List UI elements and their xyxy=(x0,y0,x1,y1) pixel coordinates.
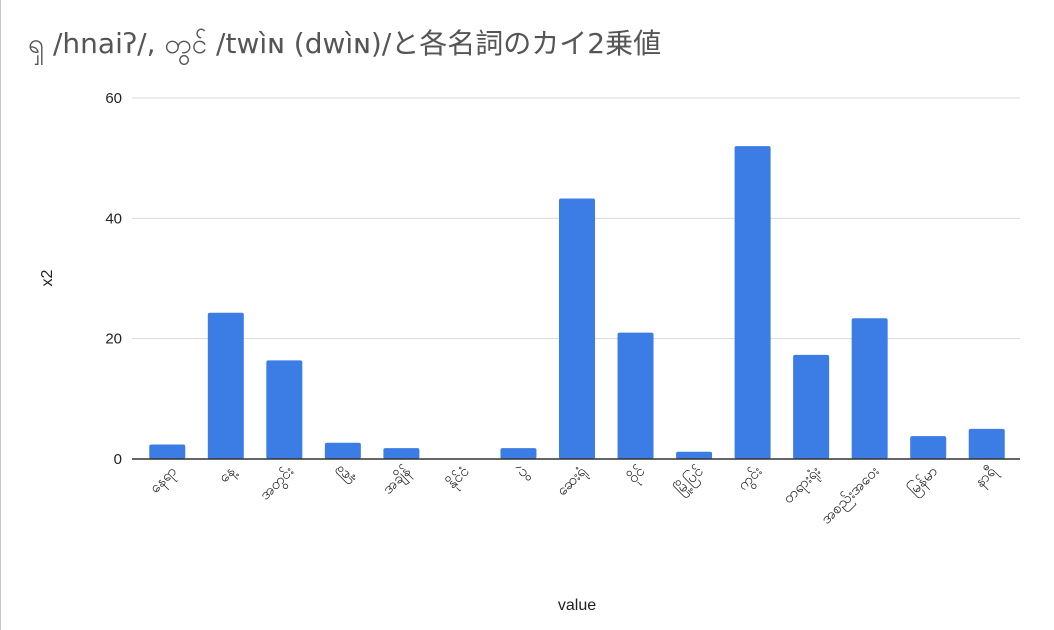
x-tick-label: နေ့ xyxy=(215,461,242,488)
x-tick-label: နိုင်ငံ xyxy=(443,462,475,494)
left-frame-line xyxy=(0,0,1,630)
x-tick-label: မြို့ xyxy=(333,461,358,486)
x-tick-label: နာရီ xyxy=(971,461,1003,493)
bar xyxy=(968,428,1005,459)
y-tick-label: 40 xyxy=(105,210,122,227)
x-axis-title: value xyxy=(558,597,596,614)
bar xyxy=(910,436,947,459)
x-tick-label: အတွင်း xyxy=(256,462,300,506)
bar xyxy=(734,146,771,459)
bar xyxy=(851,318,888,459)
x-tick-label: မြန်မာ xyxy=(904,461,943,500)
x-tick-labels: နေရာ နေ့ အတွင်း မြို့ အချိန် နိုင်ငံ ပွဲ ဆေးရုံ… xyxy=(146,461,1003,530)
x-tick-label: နေရာ xyxy=(146,462,183,499)
y-axis-title: x2 xyxy=(39,269,56,286)
bar xyxy=(617,332,654,459)
y-tick-label: 0 xyxy=(114,451,122,468)
x-tick-label: ဆေးရုံ xyxy=(553,462,592,501)
x-tick-label: ကွင်း xyxy=(734,462,768,496)
bar xyxy=(266,360,303,459)
bar xyxy=(324,442,361,459)
bar xyxy=(559,198,595,459)
bar xyxy=(676,451,713,459)
x-tick-label: ပွဲ xyxy=(513,462,534,483)
bar xyxy=(793,354,830,459)
y-tick-label: 60 xyxy=(105,90,122,107)
bar xyxy=(149,444,186,459)
x-tick-label: အစည်းအဝေး xyxy=(817,462,885,530)
x-tick-label: ဝိုင် xyxy=(624,462,651,489)
bars xyxy=(149,146,1005,459)
chart-title: ၡ /hnaiʔ/, တွင် /twìɴ (dwìɴ)/と各名詞のカイ2乗値 xyxy=(28,27,662,60)
y-tick-labels: 0 20 40 60 xyxy=(105,90,122,468)
x-tick-label: တရားရုံး xyxy=(779,462,826,509)
y-tick-label: 20 xyxy=(105,331,122,348)
bar xyxy=(207,312,244,459)
x-tick-label: မြို့ပြင် xyxy=(670,461,709,500)
bar xyxy=(500,448,537,459)
bar xyxy=(383,448,420,459)
x-tick-label: အချိန် xyxy=(379,462,417,500)
